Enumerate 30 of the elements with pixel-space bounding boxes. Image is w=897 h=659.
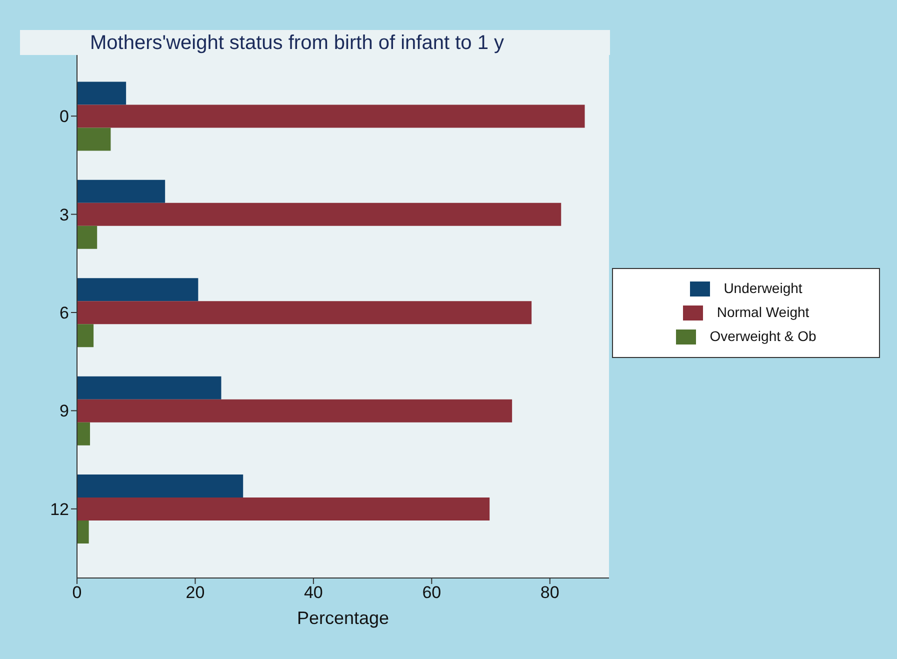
bar	[77, 82, 126, 105]
bar	[77, 399, 512, 422]
x-tick-label: 80	[540, 583, 560, 602]
x-tick-label: 0	[72, 583, 82, 602]
bar	[77, 301, 532, 324]
bar	[77, 226, 98, 249]
y-tick-label: 6	[60, 304, 69, 323]
legend-label: Normal Weight	[716, 304, 810, 320]
chart-title: Mothers'weight status from birth of infant to 1 y	[90, 32, 504, 55]
legend-label: Overweight & Ob	[710, 328, 816, 344]
legend-label: Underweight	[724, 280, 802, 296]
bar	[77, 324, 94, 348]
bar	[77, 520, 89, 544]
bar	[77, 278, 198, 302]
bar	[77, 422, 90, 446]
y-tick-label: 0	[60, 107, 69, 126]
bar	[77, 180, 166, 203]
bar	[77, 202, 562, 226]
x-tick-label: 20	[186, 583, 205, 602]
x-axis-title: Percentage	[296, 608, 390, 628]
x-tick-label: 60	[422, 583, 442, 602]
bar	[77, 104, 585, 128]
x-tick-label: 40	[304, 583, 323, 602]
bar	[77, 474, 244, 498]
y-tick-label: 3	[60, 205, 69, 224]
bar	[77, 128, 111, 151]
y-tick-label: 12	[50, 500, 69, 519]
y-tick-label: 9	[60, 402, 69, 421]
bar	[77, 498, 490, 521]
bar	[77, 376, 222, 400]
